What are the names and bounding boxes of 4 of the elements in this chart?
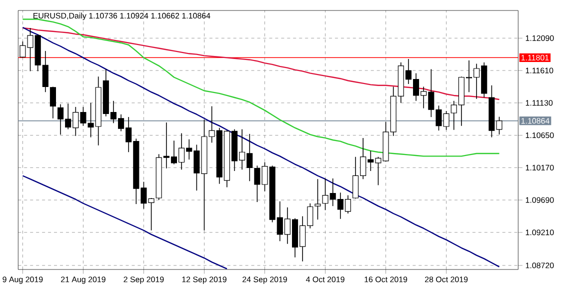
candlestick <box>50 86 56 119</box>
line-series <box>22 175 228 270</box>
candlestick <box>314 178 321 220</box>
line-series <box>22 26 500 268</box>
